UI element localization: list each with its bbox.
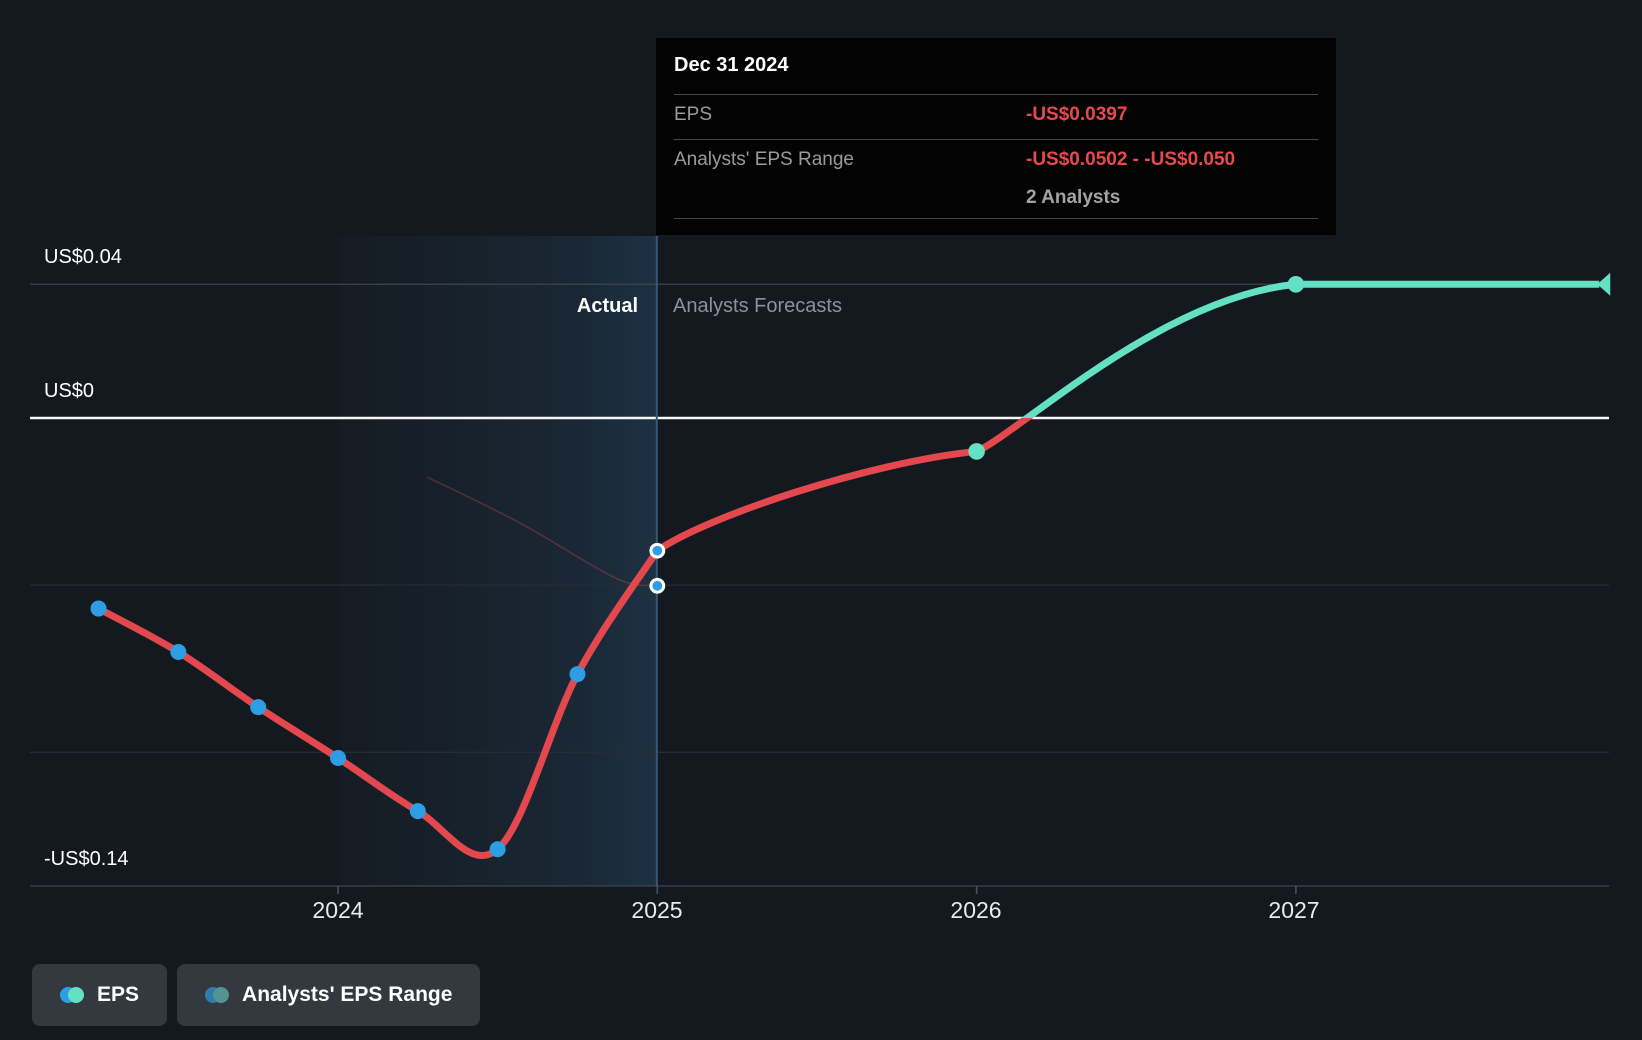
eps-forecast-point[interactable] <box>968 443 985 460</box>
eps-legend-dot-icon <box>60 987 84 1003</box>
y-axis-label-bottom: -US$0.14 <box>44 848 129 870</box>
tooltip-eps-label: EPS <box>674 104 713 125</box>
legend-item-label: EPS <box>97 983 140 1006</box>
tooltip-range-value: -US$0.0502 - -US$0.050 <box>1026 149 1236 170</box>
legend: EPS Analysts' EPS Range <box>32 964 481 1026</box>
eps-forecast-line-positive <box>1021 280 1600 418</box>
tooltip-date-title: Dec 31 2024 <box>674 54 789 76</box>
actual-period-highlight-band <box>338 236 658 886</box>
tooltip-analysts-count: 2 Analysts <box>1026 187 1121 208</box>
highlighted-range-point[interactable] <box>649 577 666 594</box>
x-axis-label-2024: 2024 <box>312 897 364 923</box>
forecast-phase-label: Analysts Forecasts <box>673 295 842 317</box>
tooltip-divider <box>674 218 1318 219</box>
teal-dot-icon <box>213 987 230 1003</box>
tooltip-divider <box>674 94 1318 95</box>
eps-actual-point[interactable] <box>250 699 267 716</box>
y-axis-label-zero: US$0 <box>44 380 95 402</box>
tooltip-range-label: Analysts' EPS Range <box>674 149 854 170</box>
eps-forecast-point[interactable] <box>1287 275 1305 293</box>
eps-actual-point[interactable] <box>330 749 346 766</box>
tooltip-divider <box>674 139 1318 140</box>
eps-actual-point[interactable] <box>90 600 107 617</box>
eps-actual-point[interactable] <box>489 841 506 858</box>
actual-phase-label: Actual <box>576 295 638 317</box>
range-legend-dot-icon <box>205 987 230 1003</box>
teal-dot-icon <box>68 987 84 1003</box>
legend-item-eps[interactable]: EPS <box>32 964 168 1026</box>
tooltip-eps-value: -US$0.0397 <box>1026 104 1128 125</box>
eps-actual-point[interactable] <box>409 803 426 820</box>
highlighted-eps-point[interactable] <box>649 542 666 559</box>
forecast-end-arrow-icon <box>1597 272 1611 296</box>
x-axis-label-2027: 2027 <box>1268 897 1320 923</box>
x-axis-label-2025: 2025 <box>631 897 683 923</box>
y-axis-label-top: US$0.04 <box>44 246 122 268</box>
legend-item-label: Analysts' EPS Range <box>242 983 453 1006</box>
hover-tooltip: Dec 31 2024 EPS -US$0.0397 Analysts' EPS… <box>656 38 1336 235</box>
eps-actual-point[interactable] <box>569 666 586 683</box>
legend-item-analysts-eps-range[interactable]: Analysts' EPS Range <box>177 964 481 1026</box>
x-axis-label-2026: 2026 <box>950 897 1002 923</box>
eps-actual-point[interactable] <box>170 644 187 661</box>
